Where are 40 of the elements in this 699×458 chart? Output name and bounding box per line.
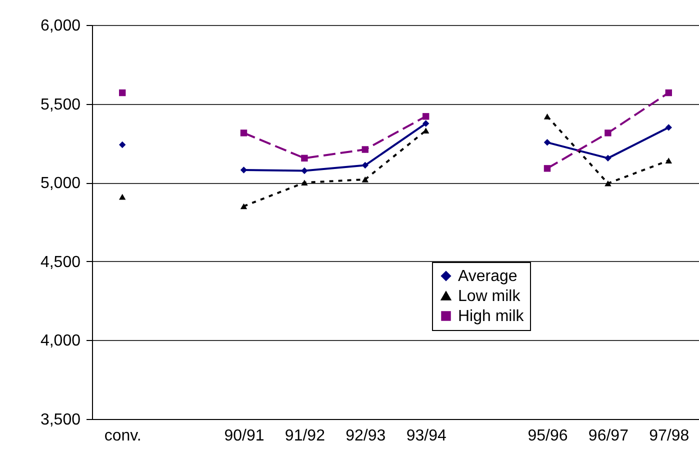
point <box>665 158 672 164</box>
point <box>362 162 369 169</box>
point <box>422 113 430 120</box>
point <box>301 180 308 186</box>
x-tick-label: conv. <box>104 428 142 444</box>
point <box>362 146 369 153</box>
point <box>118 194 126 200</box>
point <box>118 141 126 148</box>
x-tick-label: 93/94 <box>406 428 446 444</box>
point <box>665 89 672 96</box>
point <box>604 154 612 162</box>
y-tick-label: 4,500 <box>40 254 81 271</box>
point <box>301 167 308 174</box>
y-tick-label: 4,000 <box>40 332 81 350</box>
y-tick-label: 5,000 <box>40 175 81 192</box>
point <box>544 139 551 146</box>
point <box>240 166 248 174</box>
point <box>604 130 612 136</box>
x-tick-label: 97/98 <box>649 428 690 444</box>
x-tick-label: 96/97 <box>588 428 629 444</box>
point <box>544 165 551 172</box>
point <box>301 154 308 162</box>
point <box>422 120 430 127</box>
point <box>544 114 551 120</box>
legend-label: Low milk <box>458 288 522 305</box>
legend-label: Average <box>458 268 518 285</box>
x-tick-label: 92/93 <box>346 428 386 444</box>
point <box>665 124 672 131</box>
point <box>118 89 126 96</box>
y-tick-label: 3,500 <box>40 412 81 428</box>
y-tick-label: 6,000 <box>40 18 81 34</box>
point <box>240 203 248 210</box>
x-tick-label: 91/92 <box>284 428 326 444</box>
y-tick-label: 5,500 <box>40 96 81 114</box>
legend-label: High milk <box>458 308 525 325</box>
point <box>362 176 369 182</box>
point <box>604 180 612 186</box>
x-tick-label: 95/96 <box>528 428 568 444</box>
point <box>240 130 248 136</box>
x-tick-label: 90/91 <box>224 428 264 444</box>
